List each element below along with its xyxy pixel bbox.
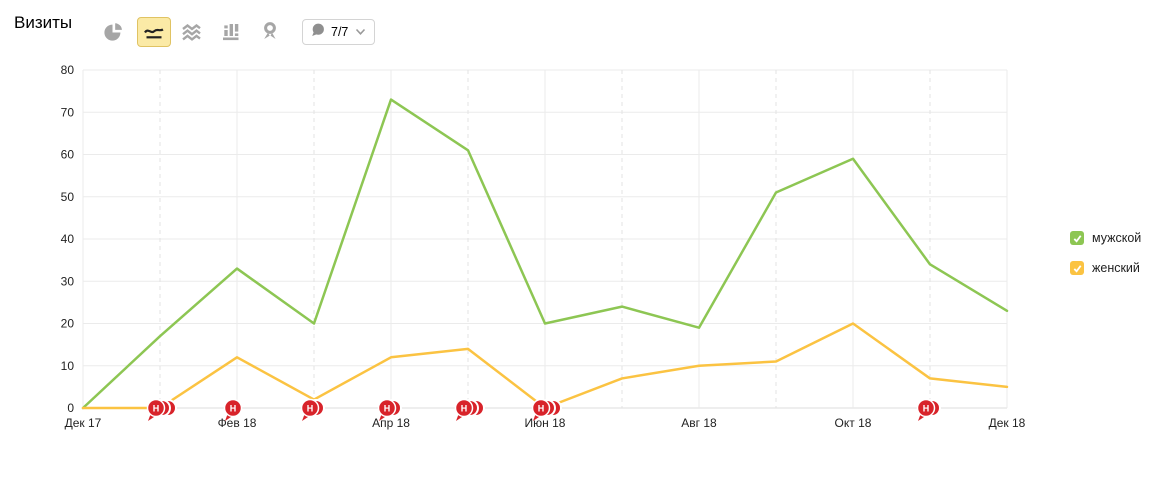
y-axis-tick-label: 40 xyxy=(61,232,75,246)
annotation-marker[interactable]: Н xyxy=(916,398,941,422)
y-axis-tick-label: 60 xyxy=(61,148,75,162)
annotation-glyph: Н xyxy=(153,404,160,414)
x-axis-tick-label: Дек 18 xyxy=(989,416,1026,430)
y-axis-tick-label: 10 xyxy=(61,359,75,373)
stacked-area-chart-icon xyxy=(181,23,203,42)
map-chart-button[interactable] xyxy=(259,21,281,43)
y-axis-tick-label: 70 xyxy=(61,105,75,119)
annotation-bubble xyxy=(377,398,397,418)
y-axis-tick-label: 50 xyxy=(61,190,75,204)
legend-label-female: женский xyxy=(1092,261,1140,275)
annotation-bubble xyxy=(454,398,474,418)
y-axis-tick-label: 30 xyxy=(61,274,75,288)
y-axis-tick-label: 20 xyxy=(61,317,75,331)
annotation-glyph: Н xyxy=(230,404,237,414)
annotation-bubble xyxy=(146,398,166,418)
x-axis-tick-label: Дек 17 xyxy=(65,416,102,430)
legend-item-male[interactable]: мужской xyxy=(1070,231,1141,245)
annotation-marker[interactable]: Н xyxy=(223,398,243,422)
annotation-bubble xyxy=(223,398,243,418)
x-axis-tick-label: Фев 18 xyxy=(218,416,257,430)
series-line-мужской[interactable] xyxy=(81,98,1009,410)
annotations-filter-value: 7/7 xyxy=(331,25,349,39)
annotation-glyph: Н xyxy=(307,404,314,414)
annotation-bubble xyxy=(300,398,320,418)
annotation-glyph: Н xyxy=(923,404,930,414)
annotations-filter-dropdown[interactable]: 7/7 xyxy=(302,19,376,45)
x-axis-tick-label: Июн 18 xyxy=(525,416,566,430)
y-axis-tick-label: 0 xyxy=(67,401,74,415)
checked-checkbox-icon xyxy=(1070,231,1084,245)
line-chart-icon xyxy=(143,24,165,40)
comment-bubble-icon xyxy=(311,23,325,42)
checked-checkbox-icon xyxy=(1070,261,1084,275)
x-axis-tick-label: Окт 18 xyxy=(835,416,872,430)
annotation-glyph: Н xyxy=(538,404,545,414)
legend-item-female[interactable]: женский xyxy=(1070,261,1141,275)
stacked-area-chart-button[interactable] xyxy=(181,23,203,45)
annotation-marker[interactable]: Н xyxy=(377,398,402,422)
x-axis-tick-label: Апр 18 xyxy=(372,416,410,430)
legend-label-male: мужской xyxy=(1092,231,1142,245)
x-axis-tick-label: Авг 18 xyxy=(681,416,717,430)
chart-legend: мужской женский xyxy=(1070,231,1141,291)
page-title: Визиты xyxy=(14,13,73,32)
annotation-marker[interactable]: Н xyxy=(300,398,325,422)
chevron-down-icon xyxy=(355,23,366,41)
doughnut-chart-button[interactable] xyxy=(102,22,124,44)
bar-chart-icon xyxy=(221,22,243,42)
line-chart-button[interactable] xyxy=(137,17,171,47)
y-axis-tick-label: 80 xyxy=(61,63,75,77)
map-pin-icon xyxy=(259,21,281,42)
annotation-bubble xyxy=(916,398,936,418)
annotation-marker[interactable]: Н xyxy=(454,398,485,422)
annotation-bubble xyxy=(531,398,551,418)
annotation-marker[interactable]: Н xyxy=(146,398,177,422)
annotation-marker[interactable]: Н xyxy=(531,398,562,422)
doughnut-chart-icon xyxy=(102,22,124,43)
annotation-glyph: Н xyxy=(461,404,468,414)
bar-chart-button[interactable] xyxy=(221,22,243,44)
annotation-glyph: Н xyxy=(384,404,391,414)
